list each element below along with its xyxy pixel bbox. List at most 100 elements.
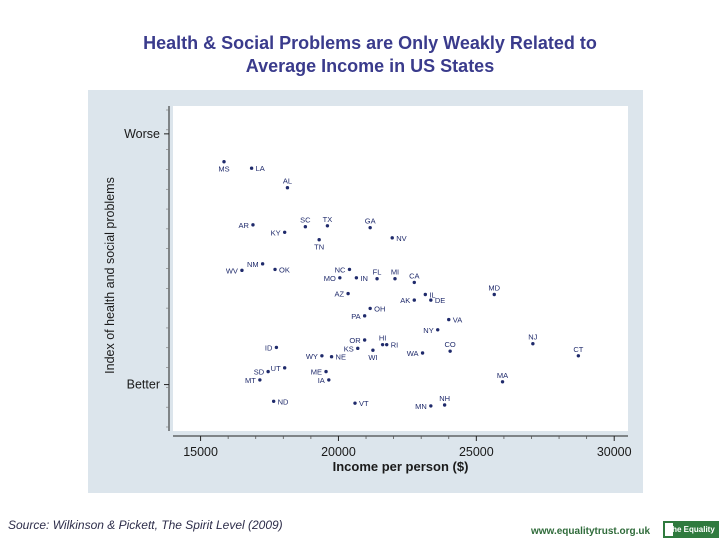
data-point-label: PA — [351, 312, 360, 321]
data-point-label: UT — [271, 364, 281, 373]
data-point-label: MN — [415, 402, 427, 411]
data-point-label: KS — [344, 344, 354, 353]
data-point-label: MD — [488, 284, 500, 293]
data-point — [329, 355, 334, 359]
data-point-label: OR — [349, 336, 361, 345]
data-point-label: IA — [318, 376, 325, 385]
data-point — [303, 225, 308, 229]
data-point — [282, 366, 287, 370]
data-point — [436, 328, 440, 332]
data-point — [282, 230, 287, 234]
data-point — [240, 268, 244, 273]
data-point-label: SC — [300, 216, 311, 225]
data-point — [500, 380, 505, 384]
x-tick-label: 15000 — [183, 445, 218, 459]
data-point — [429, 404, 433, 408]
data-point — [320, 354, 324, 358]
data-point-label: MI — [391, 268, 399, 277]
data-point — [375, 277, 379, 281]
data-point — [492, 292, 496, 297]
data-point-label: NY — [423, 326, 433, 335]
plot-area — [173, 106, 628, 431]
data-point — [412, 298, 416, 302]
data-point — [429, 298, 433, 302]
data-point — [249, 166, 254, 170]
data-point — [347, 267, 352, 272]
data-point — [327, 378, 331, 382]
data-point-label: TN — [314, 243, 324, 252]
data-point — [576, 354, 581, 358]
data-point-label: NV — [396, 234, 406, 243]
x-tick-label: 30000 — [597, 445, 632, 459]
data-point — [266, 369, 270, 374]
data-point — [390, 236, 394, 240]
data-point — [368, 306, 372, 311]
data-point-label: ID — [265, 343, 273, 352]
data-point-label: TX — [323, 215, 333, 224]
data-point-label: KY — [271, 228, 281, 237]
data-point — [356, 346, 360, 351]
y-tick-label: Better — [127, 378, 160, 392]
data-point-label: VT — [359, 399, 369, 408]
data-point-label: MO — [324, 274, 336, 283]
data-point — [380, 342, 385, 347]
data-point — [368, 225, 372, 230]
data-point — [412, 280, 416, 285]
data-point-label: IN — [360, 274, 368, 283]
data-point-label: IL — [429, 291, 435, 300]
logo-text: The Equality Trust — [667, 525, 715, 551]
data-point-label: NE — [336, 353, 346, 362]
data-point-label: AL — [283, 177, 292, 186]
data-point — [371, 348, 375, 352]
data-point-label: SD — [254, 368, 265, 377]
data-point-label: CA — [409, 271, 419, 280]
data-point — [324, 369, 328, 374]
data-point-label: RI — [391, 341, 399, 350]
data-point-label: DE — [435, 296, 445, 305]
data-point — [448, 349, 452, 353]
data-point — [354, 276, 359, 280]
data-point — [420, 351, 425, 355]
data-point — [442, 403, 447, 407]
data-point — [531, 342, 535, 346]
website-link[interactable]: www.equalitytrust.org.uk — [531, 526, 651, 537]
x-axis-title: Income per person ($) — [333, 459, 469, 474]
scatter-chart: 15000 20000 25000 30000 Worse Better MS LA AL AR… — [103, 106, 632, 474]
data-point-label: WA — [407, 349, 419, 358]
data-point — [260, 262, 265, 266]
data-point — [222, 160, 226, 164]
data-point-label: GA — [365, 217, 376, 226]
data-point-label: CT — [573, 345, 583, 354]
data-point — [325, 224, 330, 228]
data-point — [385, 342, 389, 347]
data-point — [362, 314, 367, 318]
data-point-label: WY — [306, 352, 318, 361]
data-point — [362, 338, 367, 342]
data-point-label: NM — [247, 260, 259, 269]
data-point — [393, 277, 397, 281]
data-point-label: OH — [374, 304, 385, 313]
x-tick-label: 25000 — [459, 445, 494, 459]
data-point-label: ME — [311, 368, 322, 377]
data-point-label: FL — [373, 268, 382, 277]
data-point — [271, 399, 276, 403]
equality-trust-logo: The Equality Trust — [663, 521, 719, 551]
logo-mark-icon — [665, 523, 673, 536]
data-point-label: MS — [218, 165, 229, 174]
source-citation: Source: Wilkinson & Pickett, The Spirit … — [8, 518, 283, 532]
y-tick-label: Worse — [124, 127, 160, 141]
data-point — [353, 401, 357, 405]
chart-title-line-2: Average Income in US States — [245, 56, 495, 76]
data-point — [258, 378, 262, 382]
data-point-label: ND — [278, 397, 289, 406]
data-point-label: MT — [245, 376, 256, 385]
data-point — [423, 292, 428, 297]
chart-title-line-1: Health & Social Problems are Only Weakly… — [143, 33, 597, 53]
data-point — [338, 276, 342, 280]
data-point — [447, 317, 451, 322]
data-point-label: WI — [368, 353, 377, 362]
data-point-label: MA — [497, 371, 508, 380]
data-point-label: CO — [445, 340, 456, 349]
data-point-label: NH — [439, 394, 450, 403]
data-point — [274, 345, 279, 350]
